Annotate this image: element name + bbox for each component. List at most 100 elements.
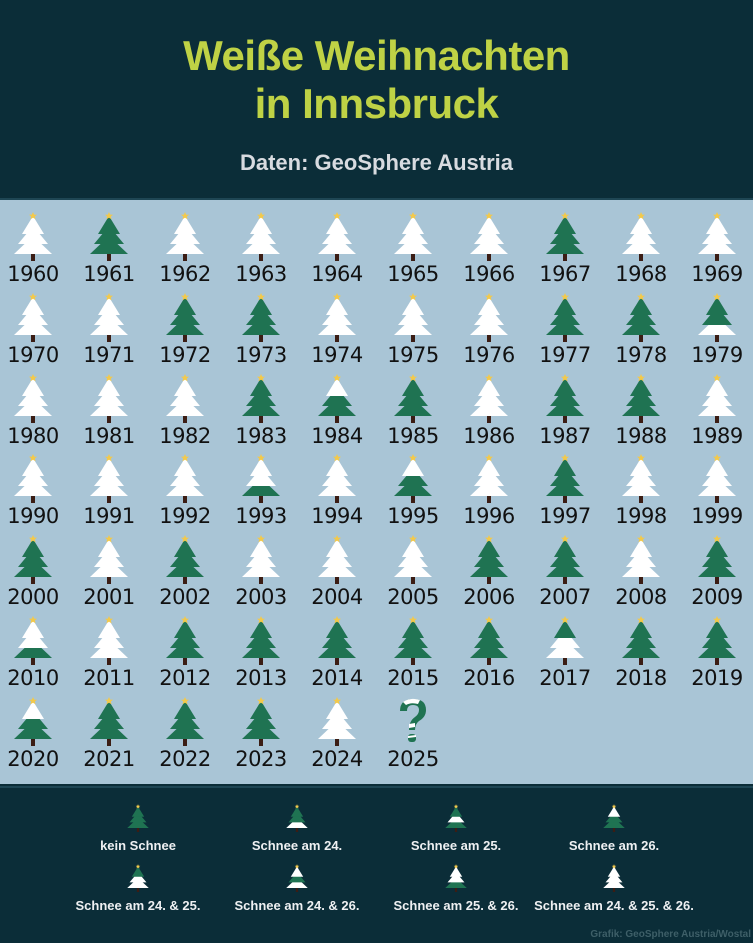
year-label: 1966 [463, 262, 515, 286]
year-label: 2010 [7, 666, 59, 690]
year-label: 2001 [83, 585, 135, 610]
year-label: 1983 [235, 423, 287, 448]
year-cell: 2018 [603, 608, 679, 690]
year-label: 2017 [539, 666, 591, 690]
legend-label: Schnee am 24. & 25. & 26. [534, 898, 694, 913]
legend-label: kein Schnee [100, 838, 176, 853]
year-label: 1994 [311, 504, 363, 529]
year-cell: 1992 [147, 446, 223, 529]
year-cell: 1988 [603, 366, 679, 448]
year-cell: 1995 [375, 446, 451, 529]
year-label: 1965 [387, 262, 439, 286]
year-label: 1964 [311, 262, 363, 286]
year-cell: 2025 [375, 689, 451, 771]
legend-label: Schnee am 25. [410, 838, 502, 853]
year-label: 1992 [159, 504, 211, 529]
year-cell: 1986 [451, 366, 527, 448]
year-cell: 2024 [299, 689, 375, 771]
year-cell: 2000 [0, 527, 71, 610]
year-cell: 1971 [71, 285, 147, 367]
year-cell: 1981 [71, 366, 147, 448]
subtitle: Daten: GeoSphere Austria [239, 150, 514, 175]
year-label: 1985 [387, 423, 439, 448]
year-cell: 1991 [71, 446, 147, 528]
year-cell: 2004 [299, 527, 375, 610]
year-label: 1977 [539, 342, 591, 367]
year-label: 2000 [7, 585, 59, 610]
christmas-tree-icon [53, 864, 223, 894]
title-line-1: Weiße Weihnachten [183, 32, 570, 79]
year-label: 2004 [311, 585, 363, 610]
year-label: 1986 [463, 423, 515, 448]
year-label: 1960 [7, 262, 59, 286]
year-label: 1988 [615, 423, 667, 448]
year-label: 2018 [615, 666, 667, 690]
legend-item: Schnee am 24. [212, 804, 382, 853]
year-label: 1997 [539, 504, 591, 529]
year-cell: 1989 [679, 366, 753, 448]
legend-label: Schnee am 25. & 26. [393, 898, 519, 913]
year-cell: 1966 [451, 204, 527, 286]
year-label: 1990 [7, 504, 59, 529]
year-cell: 1974 [299, 285, 375, 367]
year-label: 1963 [235, 262, 287, 286]
year-label: 1995 [387, 504, 439, 529]
year-label: 1969 [691, 262, 743, 286]
year-cell: 1976 [451, 285, 527, 367]
year-cell: 1973 [223, 285, 299, 367]
year-cell: 1972 [147, 285, 223, 367]
year-label: 2012 [159, 666, 211, 690]
christmas-tree-icon [212, 804, 382, 834]
year-label: 1998 [615, 504, 667, 529]
legend-item: Schnee am 25. [371, 804, 541, 853]
year-cell: 2002 [147, 527, 223, 609]
year-label: 1999 [691, 504, 743, 529]
year-cell: 2011 [71, 608, 147, 690]
year-cell: 1962 [147, 204, 223, 286]
year-label: 2008 [615, 585, 667, 610]
year-label: 2025 [387, 746, 439, 771]
year-cell: 1969 [679, 204, 753, 286]
legend: Grafik: GeoSphere Austria/Wostal kein Sc… [0, 786, 753, 943]
year-label: 1973 [235, 342, 287, 367]
year-cell: 2020 [0, 689, 71, 771]
year-cell: 1970 [0, 285, 71, 367]
christmas-tree-icon [212, 864, 382, 894]
year-cell: 1980 [0, 366, 71, 448]
legend-label: Schnee am 26. [568, 838, 660, 853]
year-cell: 2007 [527, 527, 603, 609]
year-cell: 2008 [603, 527, 679, 610]
year-label: 2022 [159, 746, 211, 771]
year-cell: 1997 [527, 446, 603, 529]
year-cell: 1964 [299, 204, 375, 286]
year-cell: 2010 [0, 608, 71, 690]
legend-item: Schnee am 26. [529, 804, 699, 853]
year-cell: 1996 [451, 446, 527, 528]
year-label: 2011 [83, 666, 135, 690]
year-cell: 1983 [223, 366, 299, 448]
year-cell: 2012 [147, 608, 223, 690]
year-label: 1979 [691, 342, 743, 367]
year-cell: 1977 [527, 285, 603, 367]
title-line-2: in Innsbruck [254, 80, 499, 127]
christmas-tree-icon [529, 804, 699, 834]
year-cell: 1987 [527, 366, 603, 448]
year-label: 1975 [387, 342, 439, 367]
header: Weiße Weihnachten in Innsbruck Daten: Ge… [0, 0, 753, 198]
year-label: 1967 [539, 262, 591, 286]
year-label: 1970 [7, 342, 59, 367]
year-cell: 1985 [375, 366, 451, 448]
year-label: 2005 [387, 585, 439, 610]
year-label: 2019 [691, 666, 743, 690]
year-label: 2021 [83, 746, 135, 771]
year-label: 1993 [235, 504, 287, 529]
year-label: 1962 [159, 262, 211, 286]
year-cell: 2003 [223, 527, 299, 609]
christmas-tree-icon [371, 864, 541, 894]
year-label: 1984 [311, 423, 363, 448]
credit: Grafik: GeoSphere Austria/Wostal [590, 929, 751, 940]
christmas-tree-icon [529, 864, 699, 894]
christmas-tree-icon [53, 804, 223, 834]
legend-item: Schnee am 24. & 25. & 26. [529, 864, 699, 913]
year-label: 2015 [387, 666, 439, 690]
